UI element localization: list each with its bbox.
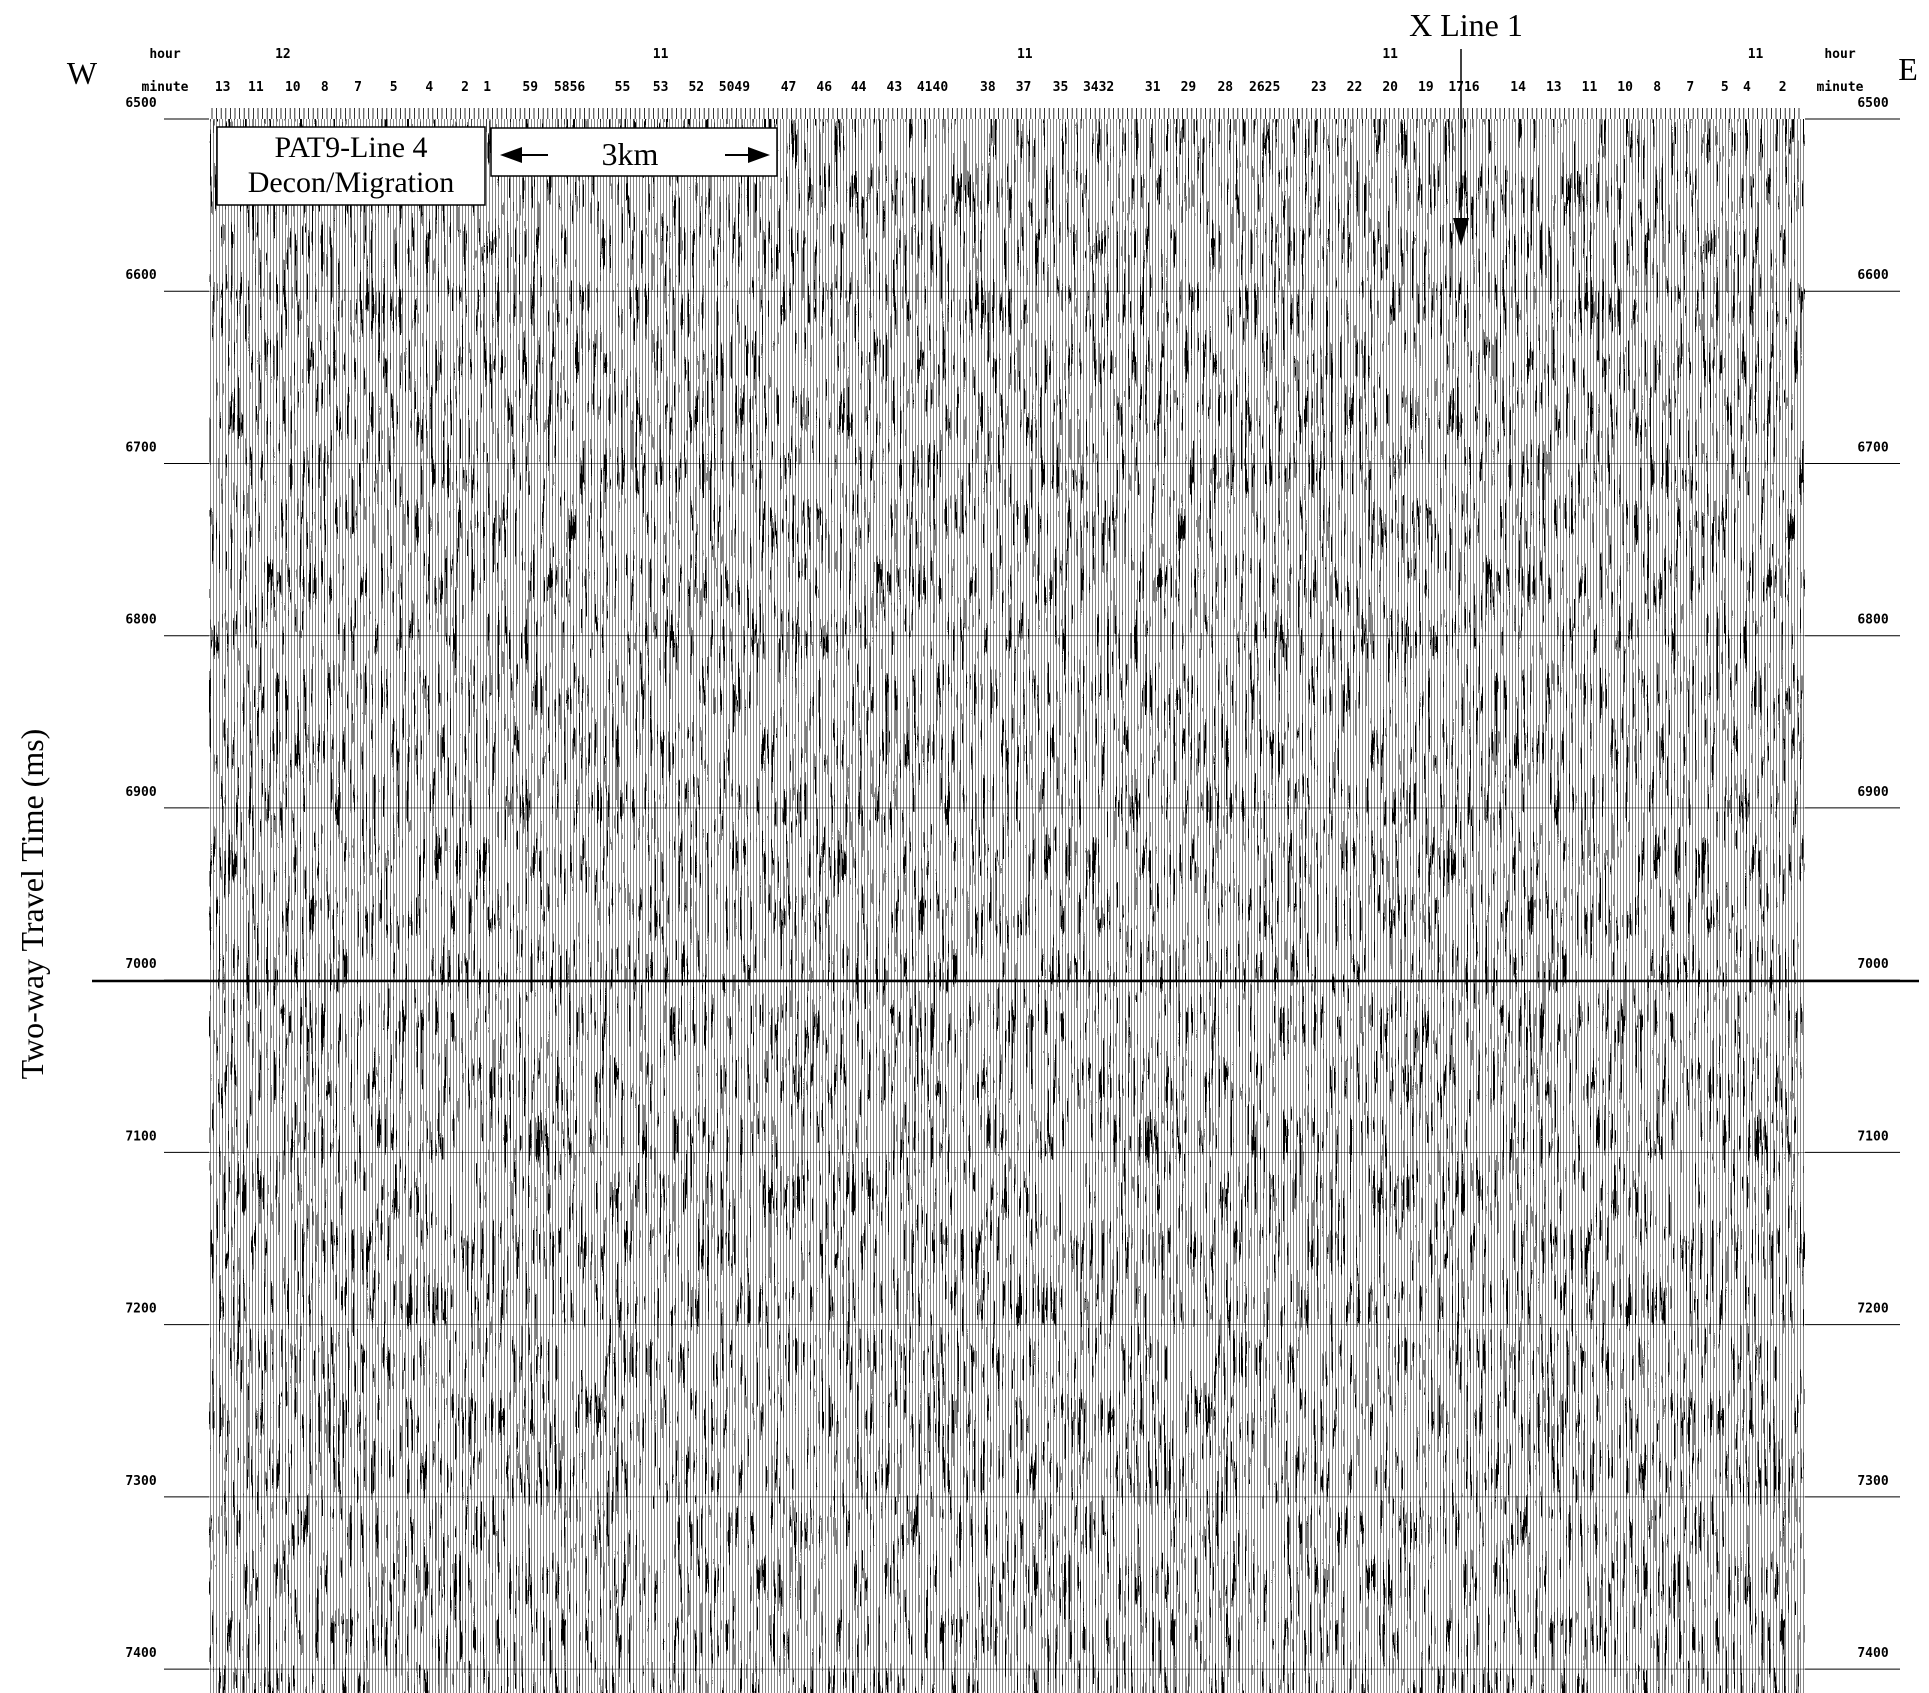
minute-value: 31	[1145, 80, 1161, 95]
minute-value: 5	[1721, 80, 1729, 95]
minute-value: 28	[1217, 80, 1233, 95]
top-ticks	[211, 108, 1800, 119]
title-box	[216, 126, 486, 206]
minute-value: 38	[980, 80, 996, 95]
y-tick-label-left: 7400	[125, 1646, 156, 1661]
y-tick-label-left: 6800	[125, 613, 156, 628]
minute-value: 2	[461, 80, 469, 95]
hour-value: 11	[1748, 47, 1764, 62]
y-tick-label-right: 7300	[1857, 1474, 1888, 1489]
minute-value: 53	[653, 80, 669, 95]
minute-value: 8	[1653, 80, 1661, 95]
x-line-label: X Line 1	[1409, 7, 1523, 43]
scale-bar-box	[490, 127, 778, 177]
seismic-amplitudes	[209, 119, 1805, 1693]
title-line1: PAT9-Line 4	[274, 131, 427, 164]
minute-value: 1	[483, 80, 491, 95]
minute-value: 4	[425, 80, 433, 95]
hour-value: 12	[275, 47, 291, 62]
minute-value: 2	[1779, 80, 1787, 95]
minute-value: 52	[688, 80, 704, 95]
y-tick-label-right: 6500	[1857, 96, 1888, 111]
minute-value: 59	[522, 80, 538, 95]
minute-value: 44	[851, 80, 867, 95]
hour-value: 11	[1017, 47, 1033, 62]
minute-value: 37	[1016, 80, 1032, 95]
minute-value: 46	[816, 80, 832, 95]
hour-label-right: hour	[1824, 47, 1855, 62]
minute-value: 14	[1510, 80, 1526, 95]
minute-value: 22	[1347, 80, 1363, 95]
y-tick-label-left: 7300	[125, 1474, 156, 1489]
y-tick-label-right: 7000	[1857, 957, 1888, 972]
minute-value: 5	[390, 80, 398, 95]
scale-arrowhead-right	[748, 147, 770, 163]
minute-value: 8	[321, 80, 329, 95]
minute-value: 20	[1382, 80, 1398, 95]
minute-value: 4	[1743, 80, 1751, 95]
hour-value: 11	[1382, 47, 1398, 62]
hour-label-left: hour	[149, 47, 180, 62]
minute-value: 3432	[1083, 80, 1114, 95]
y-tick-label-left: 6500	[125, 96, 156, 111]
hour-value: 11	[653, 47, 669, 62]
scale-arrowhead-left	[500, 147, 522, 163]
y-tick-label-right: 7200	[1857, 1302, 1888, 1317]
y-tick-label-right: 6700	[1857, 440, 1888, 455]
west-label: W	[67, 55, 98, 91]
y-tick-label-right: 6800	[1857, 613, 1888, 628]
y-tick-label-right: 7400	[1857, 1646, 1888, 1661]
y-tick-label-right: 6900	[1857, 785, 1888, 800]
minute-label-right: minute	[1817, 80, 1864, 95]
y-tick-label-left: 7200	[125, 1302, 156, 1317]
minute-value: 10	[1617, 80, 1633, 95]
minute-value: 23	[1311, 80, 1327, 95]
minute-value: 7	[354, 80, 362, 95]
minute-value: 29	[1181, 80, 1197, 95]
y-axis-title: Two-way Travel Time (ms)	[14, 729, 50, 1080]
minute-value: 13	[215, 80, 231, 95]
minute-label-left: minute	[142, 80, 189, 95]
minute-value: 5049	[719, 80, 750, 95]
title-line2: Decon/Migration	[248, 166, 455, 199]
y-tick-label-right: 6600	[1857, 268, 1888, 283]
y-tick-label-left: 7100	[125, 1129, 156, 1144]
x-line-arrowhead	[1453, 218, 1469, 246]
east-label: E	[1898, 51, 1918, 87]
minute-value: 55	[615, 80, 631, 95]
minute-value: 5856	[554, 80, 585, 95]
y-tick-label-left: 6900	[125, 785, 156, 800]
scale-bar-label: 3km	[602, 136, 659, 172]
minute-value: 7	[1686, 80, 1694, 95]
y-tick-label-left: 7000	[125, 957, 156, 972]
minute-value: 4140	[917, 80, 948, 95]
minute-value: 1716	[1448, 80, 1479, 95]
minute-value: 35	[1053, 80, 1069, 95]
minute-value: 43	[887, 80, 903, 95]
y-tick-label-left: 6700	[125, 440, 156, 455]
y-tick-label-right: 7100	[1857, 1129, 1888, 1144]
minute-value: 47	[781, 80, 797, 95]
y-tick-label-left: 6600	[125, 268, 156, 283]
minute-value: 19	[1418, 80, 1434, 95]
minute-value: 13	[1546, 80, 1562, 95]
minute-value: 11	[1582, 80, 1598, 95]
minute-value: 10	[285, 80, 301, 95]
minute-value: 11	[248, 80, 264, 95]
minute-value: 2625	[1249, 80, 1280, 95]
